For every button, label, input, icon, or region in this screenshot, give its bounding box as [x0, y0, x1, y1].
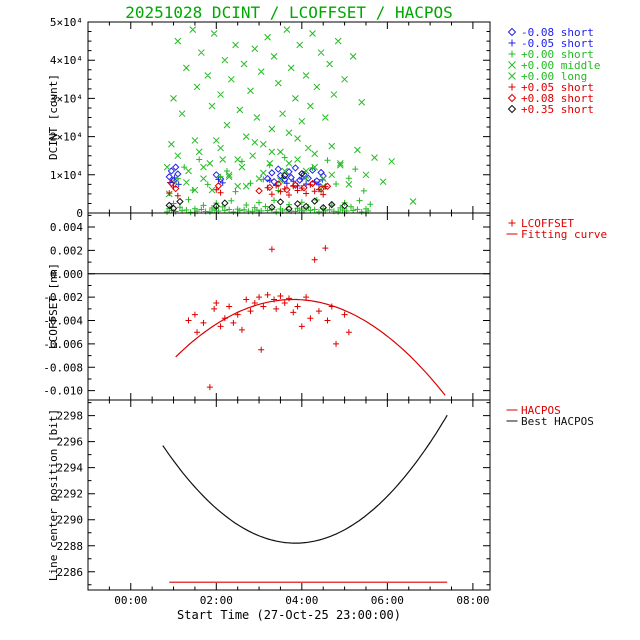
y-tick-label: 3×10⁴ — [50, 92, 83, 105]
series-+0.00-short — [164, 154, 374, 216]
y-tick-label: -0.004 — [43, 315, 83, 328]
legend-label: Best HACPOS — [521, 415, 594, 428]
legend-label: -0.05 short — [521, 37, 594, 50]
legend-symbol — [508, 219, 516, 227]
panel-lcoffset: 0.004 0.002 0.000 -0.002 -0.004 -0.006 -0.008 -… — [43, 212, 607, 401]
legend-symbol — [508, 50, 516, 58]
legend-label: +0.00 middle — [521, 59, 600, 72]
x-tick-label: 08:00 — [456, 594, 489, 607]
y-tick-label: 0 — [76, 207, 83, 220]
legend-symbol — [507, 27, 517, 37]
y-tick-label: 0.002 — [50, 244, 83, 257]
y-tick-label: 2292 — [57, 488, 84, 501]
legend-symbol — [508, 72, 516, 80]
y-tick-label: 2298 — [57, 410, 84, 423]
y-tick-label: 5×10⁴ — [50, 16, 83, 29]
y-tick-label: 0.004 — [50, 221, 83, 234]
curve-fitting-curve — [175, 298, 446, 396]
axis-ticks — [87, 400, 490, 590]
legend-symbol — [508, 61, 516, 69]
y-tick-label: 4×10⁴ — [50, 54, 83, 67]
legend-label: Fitting curve — [521, 228, 607, 241]
legend-symbol — [508, 39, 516, 47]
legend-symbol — [507, 104, 517, 114]
series-+0.08-short — [167, 179, 332, 195]
legend-label: +0.35 short — [521, 103, 594, 116]
legend-symbol — [508, 83, 516, 91]
legend-label: HACPOS — [521, 404, 561, 417]
y-tick-label: 2286 — [57, 566, 84, 579]
x-tick-label: 02:00 — [200, 594, 233, 607]
y-tick-label: 2×10⁴ — [50, 131, 83, 144]
y-tick-label: -0.010 — [43, 385, 83, 398]
legend-label: +0.00 short — [521, 48, 594, 61]
y-axis-label-hacpos: Line center position [bit] — [47, 408, 60, 582]
x-tick-label: 04:00 — [285, 594, 318, 607]
curve-best-hacpos — [162, 414, 448, 544]
y-tick-label: 0.000 — [50, 268, 83, 281]
legend-label: +0.08 short — [521, 92, 594, 105]
series-+0.00-long — [165, 135, 417, 205]
y-tick-label: 1×10⁴ — [50, 169, 83, 182]
axis-ticks — [87, 21, 490, 214]
series-+0.35-short — [165, 169, 349, 213]
x-tick-label: 00:00 — [114, 594, 147, 607]
series-+0.00-middle — [163, 26, 366, 194]
axis-ticks — [87, 213, 490, 400]
y-tick-label: 2294 — [57, 462, 84, 475]
legend-label: LCOFFSET — [521, 217, 574, 230]
legend-symbol — [507, 93, 517, 103]
y-tick-label: 2288 — [57, 540, 84, 553]
legend-label: +0.05 short — [521, 81, 594, 94]
y-tick-label: -0.002 — [43, 291, 83, 304]
y-tick-label: 2290 — [57, 514, 84, 527]
chart-title: 20251028 DCINT / LCOFFSET / HACPOS — [125, 3, 453, 22]
x-axis-label: Start Time (27-Oct-25 23:00:00) — [177, 608, 401, 622]
y-tick-label: -0.008 — [43, 361, 83, 374]
y-axis-label-lcoffset: LCOFFSET [nm] — [47, 262, 60, 350]
y-tick-label: -0.006 — [43, 338, 83, 351]
series-lcoffset — [185, 245, 352, 391]
x-tick-label: 06:00 — [371, 594, 404, 607]
y-tick-label: 2296 — [57, 436, 84, 449]
legend-label: +0.00 long — [521, 70, 587, 83]
panel-dcint: 0 1×10⁴ 2×10⁴ 3×10⁴ 4×10⁴ 5×10⁴ -0.08 short-0.… — [50, 16, 601, 220]
legend-label: -0.08 short — [521, 26, 594, 39]
y-axis-label-dcint: DCINT [count] — [47, 73, 60, 161]
